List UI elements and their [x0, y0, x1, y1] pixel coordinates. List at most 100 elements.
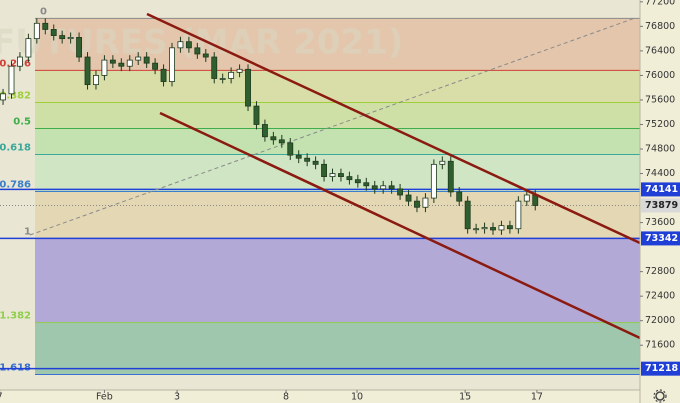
candle-body	[169, 47, 175, 82]
candle-body	[228, 71, 235, 79]
candle-body	[490, 227, 496, 231]
candle-body	[447, 160, 454, 193]
x-tick-label: 15	[459, 392, 471, 403]
y-tick-label: 76000	[645, 70, 675, 81]
candle-body	[236, 68, 243, 73]
fib-zone	[35, 128, 640, 155]
candle-body	[245, 68, 251, 107]
fib-label: 0.5	[13, 116, 31, 127]
time-axis	[0, 390, 640, 403]
y-tick-label: 71600	[645, 340, 675, 351]
candle-body	[523, 194, 530, 202]
candle-body	[270, 136, 277, 141]
candle-body	[295, 154, 302, 159]
candle-body	[152, 62, 159, 70]
y-tick-label: 72400	[645, 291, 675, 302]
candle-body	[17, 56, 23, 67]
y-tick-label: 75600	[645, 94, 675, 105]
fib-zone	[35, 102, 640, 129]
candle-body	[0, 93, 6, 101]
candle-body	[481, 227, 488, 230]
candle-body	[464, 200, 471, 230]
candle-body	[473, 228, 480, 231]
channel-lower	[159, 111, 641, 340]
candle-body	[135, 56, 142, 61]
candle-body	[380, 185, 387, 190]
candle-body	[185, 41, 192, 49]
candle-body	[177, 41, 184, 49]
channel-upper	[146, 12, 641, 245]
candle-body	[93, 75, 99, 86]
price-tag-label: 73342	[645, 233, 678, 244]
x-tick-label: 8	[283, 392, 289, 403]
candle-body	[101, 59, 108, 76]
candle-body	[329, 173, 336, 178]
candle-body	[456, 191, 463, 202]
candle-body	[422, 197, 429, 208]
price-tag	[641, 231, 680, 246]
y-tick-label: 74800	[645, 144, 675, 155]
candle-body	[253, 105, 260, 125]
fib-zone	[35, 238, 640, 323]
price-tag-label: 71218	[645, 363, 678, 374]
fib-zone	[35, 191, 640, 239]
candle-body	[532, 194, 539, 206]
candle-body	[76, 37, 83, 58]
y-tick-label: 72800	[645, 266, 675, 277]
candle-body	[118, 62, 125, 67]
fib-zone	[35, 154, 640, 192]
candle-body	[42, 22, 49, 30]
fib-zone	[35, 70, 640, 103]
fib-label: 0.618	[0, 142, 31, 153]
y-tick-label: 72000	[645, 315, 675, 326]
fib-zone	[35, 18, 640, 71]
y-tick-label: 73600	[645, 217, 675, 228]
candle-body	[261, 124, 268, 138]
x-tick-label: 3	[174, 392, 180, 403]
candle-body	[312, 160, 319, 165]
price-tag-label: 73879	[645, 200, 678, 211]
candle-body	[211, 56, 218, 79]
candle-body	[515, 200, 522, 230]
candle-body	[8, 65, 15, 95]
candle-body	[414, 200, 420, 208]
candle-body	[430, 163, 437, 199]
x-tick-label: 7	[0, 392, 3, 403]
candle-body	[363, 182, 370, 187]
fib-zone	[35, 322, 640, 375]
candle-body	[321, 163, 327, 178]
candle-body	[278, 139, 285, 144]
candle-body	[25, 38, 32, 58]
y-tick-label: 74400	[645, 168, 675, 179]
fib-label: 0.786	[0, 179, 31, 190]
y-tick-label: 77200	[645, 0, 675, 7]
candle-body	[143, 56, 150, 64]
x-tick-label: Feb	[96, 392, 113, 403]
candle-body	[287, 142, 294, 156]
watermark: FUTURES (MAR 2021)	[0, 23, 403, 63]
candle-body	[219, 78, 226, 80]
candle-body	[397, 188, 404, 196]
candle-body	[160, 68, 167, 82]
settings-icon[interactable]	[653, 389, 667, 403]
candle-body	[354, 179, 361, 184]
candle-body	[50, 29, 57, 36]
candle-body	[126, 59, 133, 67]
y-tick-label: 75200	[645, 119, 675, 130]
candle-body	[439, 160, 446, 165]
price-tag	[641, 361, 680, 376]
candle-body	[371, 185, 378, 190]
x-tick-label: 17	[531, 392, 543, 403]
candle-body	[33, 22, 40, 40]
x-tick-label: 10	[351, 392, 363, 403]
candle-body	[194, 47, 201, 55]
fib-label: 0.382	[0, 90, 31, 101]
candle-body	[304, 157, 311, 162]
candle-body	[67, 37, 74, 40]
candle-body	[506, 225, 513, 230]
fib-label: 0	[40, 6, 47, 17]
fib-label: 1	[24, 227, 31, 238]
candle-body	[405, 194, 412, 202]
candle-body	[498, 225, 505, 231]
fib-label: 0.236	[0, 58, 31, 69]
